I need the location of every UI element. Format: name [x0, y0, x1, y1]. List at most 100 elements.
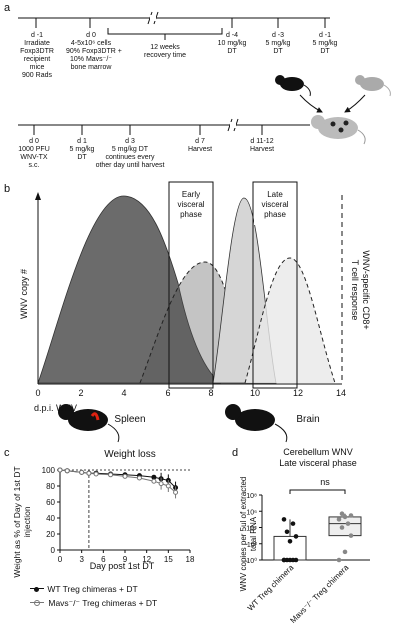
early-phase-label: Early visceral phase — [166, 190, 216, 220]
panel-b-schematic-svg — [35, 181, 343, 443]
x-tick-label: 18 — [186, 555, 195, 564]
b-xtick: 8 — [208, 388, 214, 398]
data-point — [348, 533, 354, 538]
data-point — [290, 521, 296, 526]
panel-label-c: c — [4, 447, 10, 459]
top-step-6-line: 5 mg/kg — [312, 40, 338, 47]
significance-label: ns — [320, 477, 330, 487]
b-xtick: 4 — [121, 388, 127, 398]
x-tick-label: 9 — [123, 555, 128, 564]
bottom-step-4-day: d 7 — [195, 138, 205, 145]
category-label: Mavs⁻/⁻ Treg chimera — [288, 563, 350, 625]
top-step-2-line: bone marrow — [70, 64, 112, 71]
late-phase-box — [252, 181, 298, 389]
data-point — [281, 557, 287, 563]
b-xlabel: d.p.i. WNV — [34, 403, 78, 413]
top-step-1-line: Irradiate — [24, 40, 50, 47]
bottom-step-1-line: WNV-TX — [20, 154, 48, 161]
y-tick-label: 10⁴ — [246, 526, 257, 533]
panel-label-d: d — [232, 447, 239, 459]
top-step-2-line: 90% Foxp3DTR + — [66, 48, 122, 55]
top-step-2-day: d 0 — [86, 32, 96, 39]
data-point — [287, 539, 293, 544]
data-point — [64, 468, 70, 474]
data-point — [281, 517, 287, 522]
top-step-6-day: d -1 — [318, 32, 332, 39]
top-step-1: d -1 Irradiate Foxp3DTR recipient mice 9… — [18, 32, 56, 80]
brain-tcell-curve — [244, 257, 336, 384]
legend-marker-open — [34, 600, 40, 606]
top-step-5-day: d -3 — [271, 32, 285, 39]
data-point — [293, 534, 299, 539]
legend-label: Mavs⁻/⁻ Treg chimeras + DT — [48, 598, 158, 608]
data-point — [122, 473, 128, 479]
top-step-6-line: DT — [320, 48, 330, 55]
bottom-step-4-line: Harvest — [187, 146, 213, 153]
y-tick-label: 10⁰ — [246, 557, 257, 565]
c-xlabel: Day post 1st DT — [89, 561, 155, 571]
data-point — [336, 517, 342, 522]
brain-mouse-icon — [225, 404, 288, 443]
legend-item-mavs: Mavs⁻/⁻ Treg chimeras + DT — [30, 596, 230, 610]
data-point — [108, 472, 114, 478]
top-step-1-line: Foxp3DTR — [20, 48, 54, 55]
top-step-4: d -4 10 mg/kg DT — [212, 32, 252, 56]
black-mouse-icon — [275, 75, 311, 97]
bottom-step-3-line: continues every — [105, 154, 155, 161]
panel-a-timeline-svg — [18, 11, 391, 145]
top-step-6: d -1 5 mg/kg DT — [305, 32, 345, 56]
legend-label: WT Treg chimeras + DT — [47, 584, 138, 594]
data-point — [57, 467, 63, 473]
top-step-1-day: d -1 — [30, 32, 44, 39]
bottom-step-5: d 11-12 Harvest — [240, 138, 284, 154]
late-phase-line: visceral — [261, 200, 289, 209]
data-point — [136, 475, 142, 481]
x-tick-label: 6 — [101, 555, 106, 564]
box — [328, 516, 362, 537]
top-step-5-line: 5 mg/kg — [265, 40, 291, 47]
y-tick-label: 80 — [46, 482, 55, 491]
bottom-step-2-line: DT — [77, 154, 87, 161]
top-step-2-line: 10% Mavs⁻/⁻ — [69, 56, 112, 63]
bottom-step-3: d 3 5 mg/kg DT continues every other day… — [95, 138, 165, 170]
late-phase-line: phase — [264, 210, 286, 219]
data-point — [348, 513, 354, 518]
b-xtick: 6 — [165, 388, 171, 398]
early-phase-line: phase — [180, 210, 202, 219]
panel-label-a: a — [4, 2, 11, 14]
y-tick-label: 0 — [51, 546, 56, 555]
bottom-step-1-line: 1000 PFU — [18, 146, 50, 153]
b-xtick: 10 — [249, 388, 260, 398]
chimera-mouse-icon — [311, 115, 366, 145]
bottom-step-3-line: 5 mg/kg DT — [111, 146, 149, 153]
top-step-5-line: DT — [273, 48, 283, 55]
data-point — [158, 481, 164, 487]
data-point — [93, 471, 99, 477]
top-step-5: d -3 5 mg/kg DT — [258, 32, 298, 56]
d-title: Cerebellum WNV Late visceral phase — [258, 447, 378, 469]
bottom-step-3-day: d 3 — [125, 138, 135, 145]
bottom-step-4: d 7 Harvest — [180, 138, 220, 154]
legend-item-wt: WT Treg chimeras + DT — [30, 582, 230, 596]
top-step-4-day: d -4 — [225, 32, 239, 39]
top-step-1-line: mice — [29, 64, 45, 71]
early-phase-line: visceral — [177, 200, 205, 209]
data-point — [79, 469, 85, 475]
data-point — [151, 478, 157, 484]
data-point — [339, 525, 345, 530]
b-xtick: 2 — [78, 388, 84, 398]
spleen-mouse-icon — [58, 404, 120, 443]
top-step-2: d 0 4-5x10⁶ cells 90% Foxp3DTR + 10% Mav… — [66, 32, 122, 72]
significance-bracket — [289, 489, 346, 494]
bottom-step-1-day: d 0 — [29, 138, 39, 145]
d-title-text: Cerebellum WNV — [283, 447, 353, 457]
organ-brain-label: Brain — [296, 414, 320, 425]
early-phase-line: Early — [181, 190, 201, 199]
top-step-2-line: 4-5x10⁶ cells — [70, 40, 112, 47]
data-point — [290, 557, 296, 563]
top-step-recovery-line: 12 weeks — [150, 44, 180, 51]
legend-marker-filled — [34, 587, 39, 592]
top-step-4-line: 10 mg/kg — [217, 40, 247, 47]
y-tick-label: 60 — [46, 498, 55, 507]
